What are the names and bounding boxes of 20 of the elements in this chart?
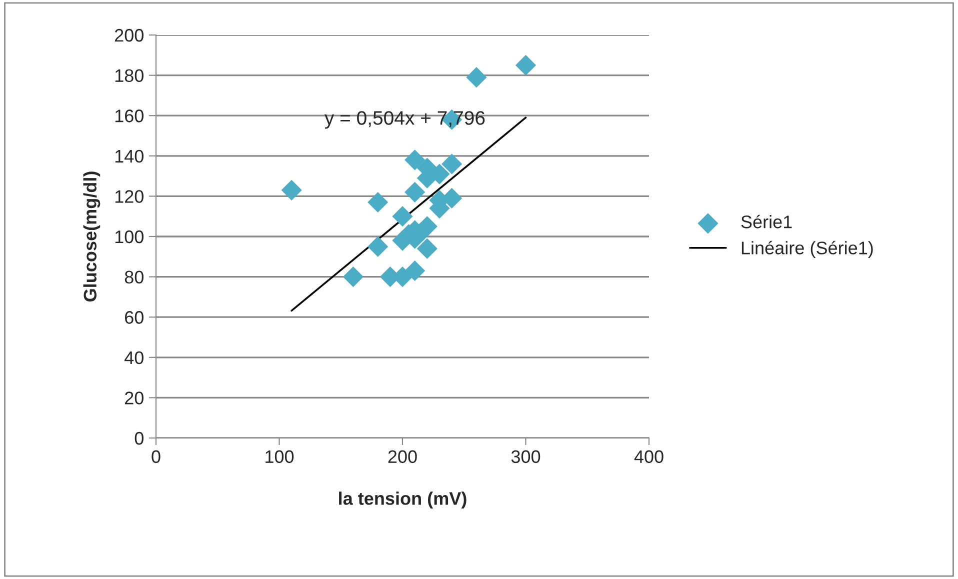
- y-tick-label: 40: [124, 351, 144, 364]
- y-axis-title: Glucose(mg/dl): [83, 172, 100, 302]
- y-tick-label: 20: [125, 392, 144, 404]
- y-tick-label: 80: [124, 270, 144, 284]
- y-tick-label: 120: [115, 190, 144, 203]
- legend-label: Linéaire (Série1): [742, 240, 873, 258]
- y-tick-label: 60: [125, 311, 144, 324]
- y-tick-label: 0: [134, 432, 144, 445]
- x-tick-label: 0: [152, 450, 160, 464]
- x-axis-title: la tension (mV): [339, 492, 466, 508]
- x-tick-label: 100: [266, 450, 294, 464]
- x-tick-label: 400: [634, 450, 664, 464]
- y-tick-label: 160: [115, 110, 144, 122]
- y-tick-label: 180: [115, 69, 144, 82]
- x-tick-label: 200: [388, 450, 417, 464]
- y-tick-label: 140: [115, 150, 144, 163]
- x-tick-label: 300: [511, 450, 540, 464]
- y-tick-label: 100: [115, 230, 144, 244]
- legend-label: Série1: [741, 214, 792, 228]
- y-tick-label: 200: [114, 28, 144, 42]
